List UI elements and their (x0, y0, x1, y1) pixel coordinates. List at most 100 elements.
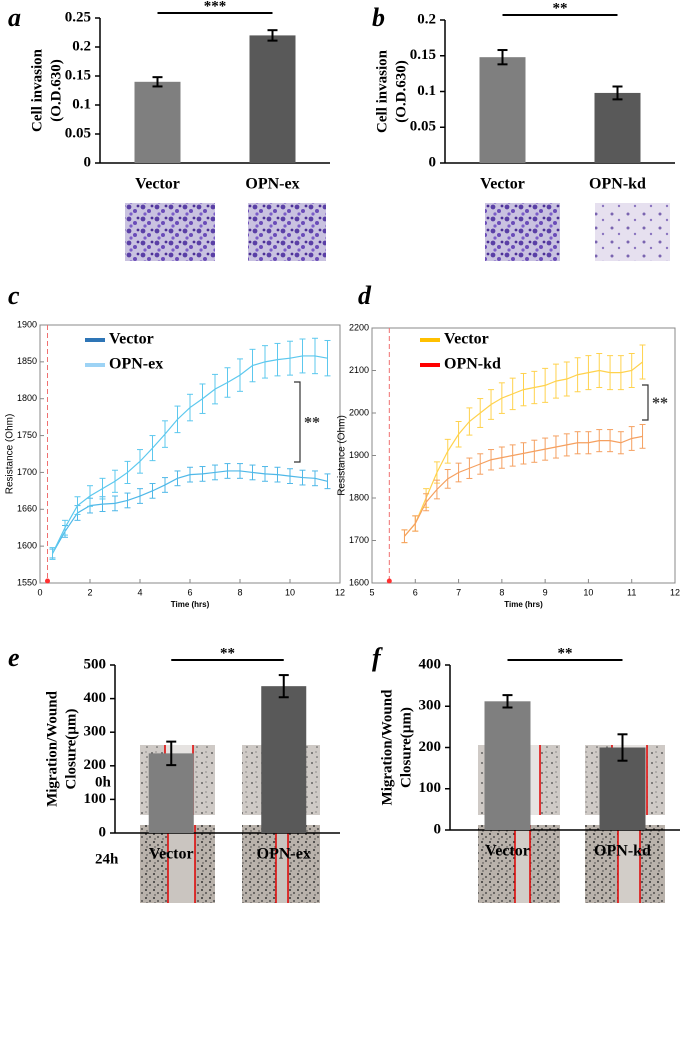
error-bar (563, 433, 570, 457)
error-bar (262, 466, 268, 482)
error-bar (498, 446, 505, 469)
y-tick-label: 0.1 (417, 83, 436, 99)
error-bar (509, 444, 516, 467)
x-tick-label: 12 (670, 587, 680, 597)
y-tick-label: 1850 (17, 356, 37, 366)
error-bar (166, 740, 177, 767)
error-bar (152, 76, 163, 88)
bar (148, 753, 194, 833)
error-bar (124, 460, 131, 484)
error-bar (137, 449, 143, 474)
legend-label: Vector (444, 331, 489, 348)
y-tick-label: 0.25 (65, 9, 91, 25)
error-bar (639, 344, 646, 380)
y-tick-label: 300 (84, 724, 107, 740)
error-bar (617, 355, 624, 391)
micrograph (595, 203, 670, 261)
error-bar (162, 477, 168, 493)
significance: ** (553, 0, 568, 16)
x-tick-label: 6 (413, 587, 418, 597)
x-tick-label: 4 (137, 587, 142, 597)
error-bar (324, 339, 331, 377)
y-tick-label: 1600 (349, 577, 369, 587)
error-bar (563, 361, 570, 397)
event-marker (386, 578, 392, 584)
x-axis-label: Time (hrs) (171, 600, 210, 609)
y-tick-label: 1900 (349, 450, 369, 460)
x-tick-label: 12 (335, 587, 345, 597)
y-tick-label: 0.15 (410, 47, 436, 63)
x-tick-label: 9 (543, 587, 548, 597)
y-axis-label: Cell invasion (374, 49, 390, 133)
error-bar (412, 515, 419, 532)
error-bar (477, 398, 484, 428)
significance-bracket (642, 384, 649, 421)
y-tick-label: 1900 (17, 319, 37, 329)
error-bar (212, 464, 218, 481)
error-bar (299, 469, 306, 486)
error-bar (137, 488, 143, 504)
error-bar (237, 358, 243, 392)
y-tick-label: 1700 (349, 535, 369, 545)
series-line (51, 470, 328, 554)
y-tick-label: 100 (84, 791, 107, 807)
error-bar (552, 435, 559, 459)
micrograph (248, 203, 326, 261)
x-tick-label: 2 (87, 587, 92, 597)
error-bar (199, 466, 206, 482)
x-tick-label: Vector (149, 846, 194, 863)
significance: ** (304, 415, 320, 432)
error-bar (112, 495, 118, 512)
y-tick-label: 0 (84, 154, 92, 170)
error-bar (174, 405, 181, 434)
y-tick-label: 400 (419, 656, 442, 672)
error-bar (455, 421, 462, 448)
error-bar (174, 470, 181, 487)
error-bar (87, 485, 93, 507)
y-tick-label: 0.05 (65, 125, 91, 141)
error-bar (324, 473, 331, 490)
error-bar (249, 464, 256, 481)
y-tick-label: 0.1 (72, 96, 91, 112)
bar (594, 92, 641, 163)
error-bar (542, 437, 549, 461)
legend-label: OPN-ex (109, 356, 163, 373)
y-tick-label: 100 (419, 780, 442, 796)
error-bar (287, 340, 293, 376)
y-axis-label: Closure(µm) (63, 709, 79, 790)
error-bar (607, 355, 614, 391)
error-bar (639, 423, 646, 449)
micrograph (125, 203, 215, 261)
error-bar (162, 420, 168, 448)
error-bar (574, 357, 581, 393)
error-bar (488, 449, 495, 471)
error-bar (466, 457, 473, 479)
error-bar (312, 470, 318, 487)
error-bar (628, 353, 635, 388)
x-tick-label: 10 (583, 587, 593, 597)
error-bar (596, 429, 603, 453)
micrograph (485, 203, 560, 261)
row-label: 0h (95, 774, 112, 790)
error-bar (99, 477, 106, 500)
y-tick-label: 0.15 (65, 67, 91, 83)
error-bar (278, 674, 289, 699)
y-axis-label: (O.D.630) (48, 59, 64, 122)
y-tick-label: 2100 (349, 365, 369, 375)
y-tick-label: 200 (84, 757, 107, 773)
x-tick-label: 8 (499, 587, 504, 597)
x-tick-label: OPN-kd (594, 843, 651, 860)
error-bar (444, 469, 451, 489)
error-bar (299, 338, 306, 374)
x-tick-label: 8 (237, 587, 242, 597)
y-axis-label: Migration/Wound (379, 689, 395, 806)
error-bar (617, 431, 624, 455)
bar (134, 81, 181, 163)
y-tick-label: 200 (419, 739, 442, 755)
error-bar (287, 468, 293, 484)
error-bar (212, 373, 218, 405)
error-bar (49, 547, 56, 560)
error-bar (224, 367, 231, 398)
significance-bracket (294, 381, 301, 463)
error-bar (149, 482, 156, 499)
